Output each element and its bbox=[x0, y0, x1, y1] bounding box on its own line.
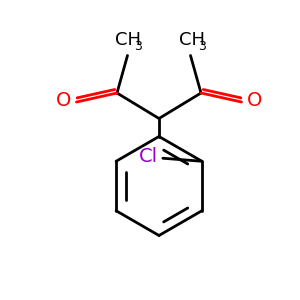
Text: CH: CH bbox=[179, 31, 205, 49]
Text: O: O bbox=[56, 91, 71, 110]
Text: Cl: Cl bbox=[139, 147, 158, 166]
Text: 3: 3 bbox=[199, 40, 206, 53]
Text: 3: 3 bbox=[134, 40, 142, 53]
Text: CH: CH bbox=[115, 31, 140, 49]
Text: O: O bbox=[247, 91, 262, 110]
